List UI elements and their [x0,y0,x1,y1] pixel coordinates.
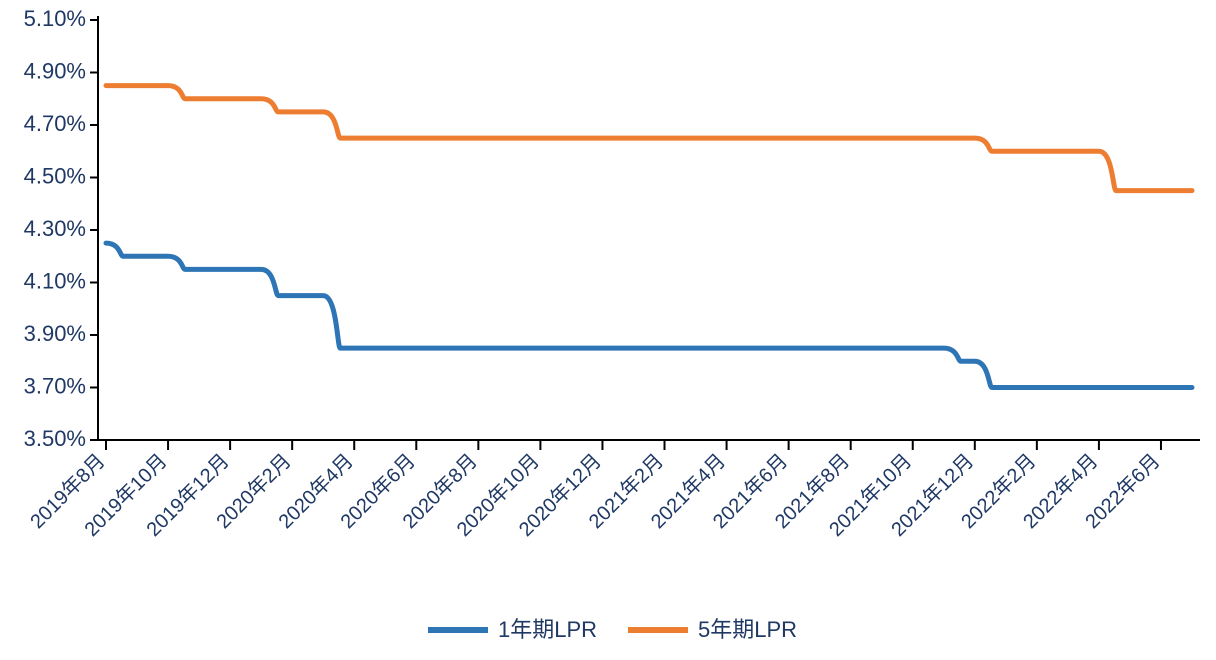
y-tick-label: 3.50% [24,426,86,451]
lpr-chart: 3.50% 3.70% 3.90% 4.10% 4.30% 4.50% 4.70% 4.90%… [0,0,1216,660]
legend-label-0: 1年期LPR [498,617,597,642]
series-line-1 [106,86,1192,191]
y-tick-label: 4.50% [24,163,86,188]
chart-svg: 3.50% 3.70% 3.90% 4.10% 4.30% 4.50% 4.70% 4.90%… [0,0,1216,660]
legend-label-1: 5年期LPR [698,617,797,642]
y-tick-label: 4.90% [24,58,86,83]
series-line-0 [106,243,1192,387]
y-tick-label: 4.70% [24,111,86,136]
y-tick-label: 3.90% [24,321,86,346]
y-tick-label: 5.10% [24,6,86,31]
y-tick-label: 4.10% [24,268,86,293]
y-tick-label: 3.70% [24,373,86,398]
y-tick-label: 4.30% [24,216,86,241]
